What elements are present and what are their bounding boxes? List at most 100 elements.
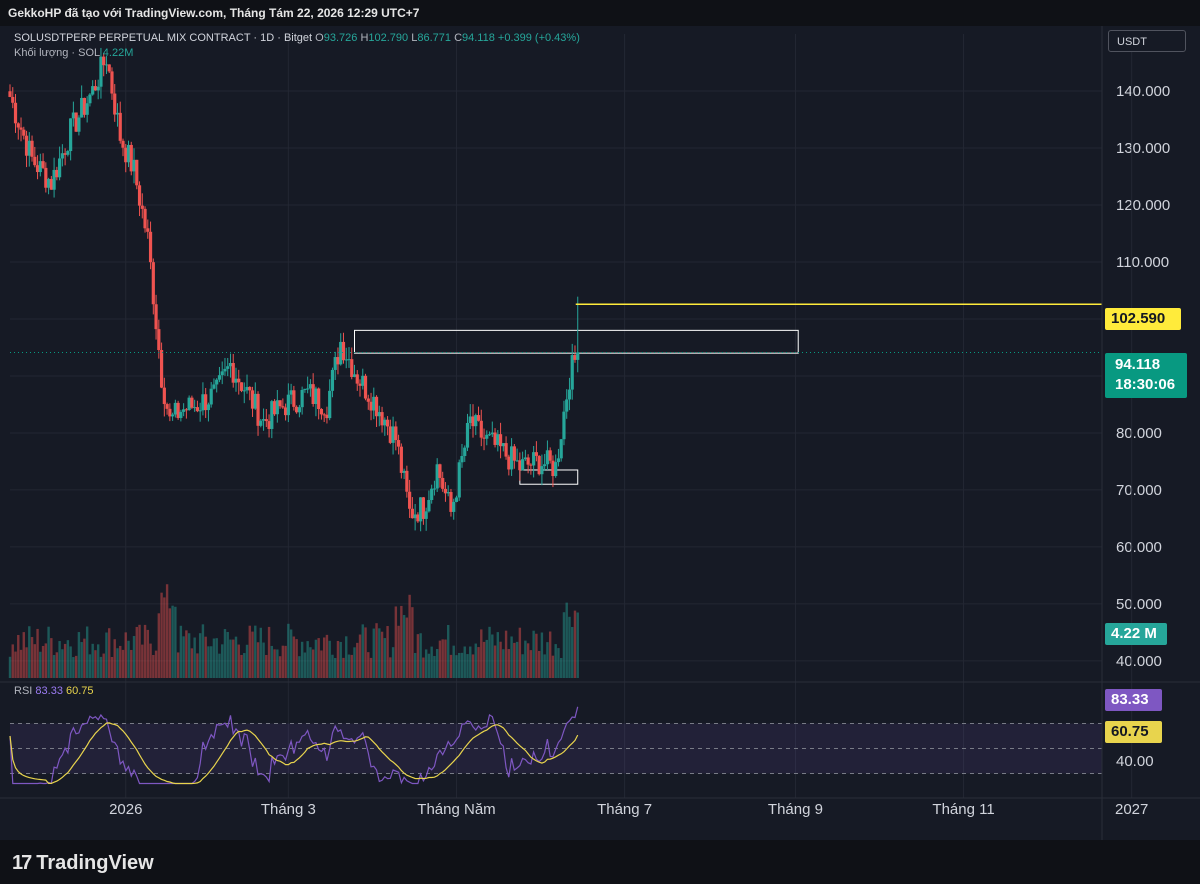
volume-bar xyxy=(8,656,12,678)
candle-body xyxy=(250,390,255,409)
volume-bar xyxy=(174,606,177,678)
volume-bar xyxy=(248,625,251,678)
volume-bar xyxy=(278,656,282,678)
volume-bar xyxy=(339,641,342,678)
volume-bar xyxy=(168,608,172,678)
candle-body xyxy=(565,399,569,412)
volume-bar xyxy=(28,626,31,678)
volume-bar xyxy=(138,624,141,678)
volume-bar xyxy=(358,634,362,678)
volume-bar xyxy=(496,632,500,678)
candle-body xyxy=(474,415,478,427)
volume-legend[interactable]: Khối lượng · SOL 4.22M xyxy=(14,47,133,59)
bar-countdown: 18:30:06 xyxy=(1115,376,1176,393)
candle-body xyxy=(300,389,304,408)
candle-body xyxy=(256,393,260,426)
candle-body xyxy=(548,450,552,461)
volume-bar xyxy=(204,636,207,678)
volume-bar xyxy=(190,648,194,678)
volume-bar xyxy=(477,647,480,678)
volume-bar xyxy=(113,639,116,678)
volume-bar xyxy=(39,651,42,678)
candle-body xyxy=(267,421,271,429)
volume-bar xyxy=(551,655,555,678)
candle-body xyxy=(16,123,20,128)
candle-body xyxy=(223,368,227,372)
tradingview-brand[interactable]: 17 TradingView xyxy=(12,852,154,875)
volume-bar xyxy=(193,637,196,678)
volume-bar xyxy=(353,647,356,678)
rsi-legend[interactable]: RSI 83.33 60.75 xyxy=(14,685,94,697)
candle-body xyxy=(201,394,205,411)
volume-bar xyxy=(237,644,240,678)
volume-bar xyxy=(314,639,318,678)
time-axis-label: Tháng Năm xyxy=(417,801,495,818)
candle-body xyxy=(380,412,384,426)
volume-bar xyxy=(317,638,320,678)
volume-bar xyxy=(375,623,378,678)
candle-body xyxy=(306,388,310,390)
candle-body xyxy=(496,434,500,445)
close-label: C xyxy=(454,32,463,44)
candle-body xyxy=(308,384,313,389)
candle-body xyxy=(190,397,194,408)
volume-bar xyxy=(256,642,260,678)
candle-body xyxy=(182,409,186,412)
volume-bar xyxy=(41,645,45,678)
candle-body xyxy=(159,350,164,388)
volume-bar xyxy=(74,655,78,678)
volume-bar xyxy=(331,654,334,678)
volume-bar xyxy=(17,634,20,678)
volume-bar xyxy=(435,649,439,678)
volume-bar xyxy=(524,640,527,678)
candle-body xyxy=(493,432,497,445)
candle-body xyxy=(554,462,558,477)
volume-bar xyxy=(469,646,472,678)
candle-body xyxy=(543,464,547,467)
volume-bar xyxy=(537,650,541,678)
volume-bar xyxy=(226,631,229,678)
symbol-name[interactable]: SOLUSDTPERP PERPETUAL MIX CONTRACT · 1D … xyxy=(14,32,313,44)
candle-body xyxy=(193,407,197,409)
volume-bar xyxy=(209,646,213,678)
candle-body xyxy=(344,359,348,361)
candle-body xyxy=(369,401,373,411)
volume-bar xyxy=(22,632,25,678)
candle-body xyxy=(226,366,230,369)
volume-bar xyxy=(69,646,72,678)
candle-body xyxy=(545,450,550,465)
candle-body xyxy=(278,400,282,407)
volume-bar xyxy=(121,649,125,678)
volume-bar xyxy=(44,643,48,678)
candle-body xyxy=(366,398,370,402)
volume-bar xyxy=(157,613,161,678)
volume-bar xyxy=(124,632,127,678)
volume-bar xyxy=(165,584,169,678)
footer: 17 TradingView xyxy=(0,840,1200,884)
volume-bar xyxy=(185,630,188,678)
candle-body xyxy=(402,470,406,473)
price-chart-svg[interactable]: 140.000130.000120.000110.000100.00080.00… xyxy=(0,26,1200,840)
candle-body xyxy=(449,492,453,512)
volume-bar xyxy=(146,629,149,678)
volume-bar xyxy=(141,644,144,678)
candle-body xyxy=(264,419,268,422)
chart-area[interactable]: 140.000130.000120.000110.000100.00080.00… xyxy=(0,26,1200,840)
volume-bar xyxy=(386,626,389,678)
candle-body xyxy=(295,406,299,413)
candle-body xyxy=(115,112,120,115)
candle-body xyxy=(399,446,403,473)
candle-body xyxy=(63,153,67,155)
volume-bar xyxy=(499,641,502,678)
close-value: 94.118 xyxy=(462,32,495,44)
candle-body xyxy=(46,178,51,188)
volume-bar xyxy=(430,646,433,678)
rsi-ma-value: 60.75 xyxy=(66,685,94,697)
candle-body xyxy=(311,384,315,404)
candle-body xyxy=(534,452,538,456)
volume-bar xyxy=(356,642,359,678)
candle-body xyxy=(176,402,180,418)
volume-bar xyxy=(207,646,210,678)
candle-body xyxy=(146,228,150,232)
currency-button[interactable]: USDT xyxy=(1108,30,1186,52)
